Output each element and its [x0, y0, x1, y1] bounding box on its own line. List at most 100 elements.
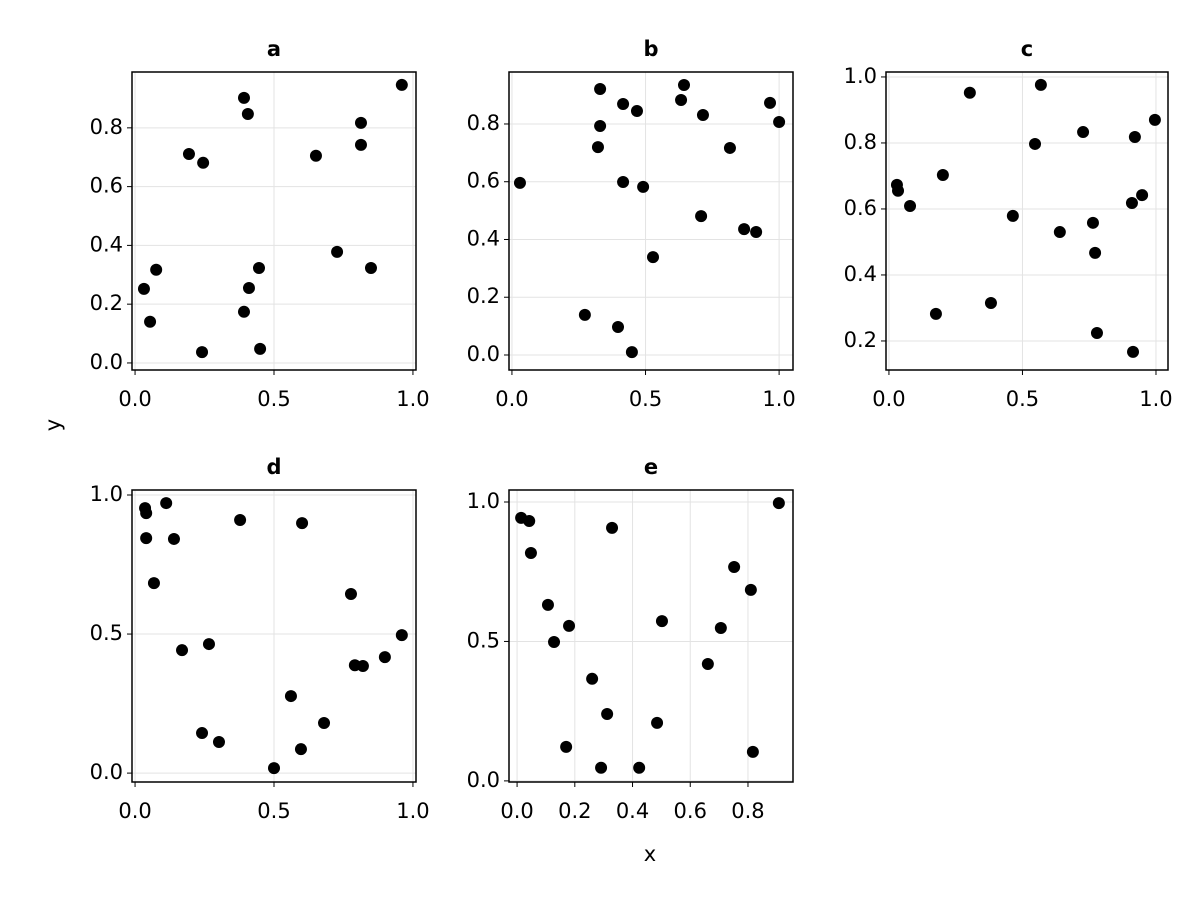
x-tick-label: 0.0 — [500, 799, 533, 823]
point — [318, 717, 331, 730]
point — [637, 180, 650, 193]
y-tick-label: 0.2 — [844, 328, 877, 352]
y-tick-label: 0.2 — [467, 284, 500, 308]
point — [294, 743, 307, 756]
point — [984, 297, 997, 310]
x-tick-label: 0.0 — [872, 387, 905, 411]
subplot-title: e — [644, 455, 658, 479]
point — [738, 223, 751, 236]
point — [268, 762, 280, 775]
point — [241, 108, 254, 121]
point — [594, 83, 607, 96]
point — [595, 761, 608, 774]
y-tick-label: 0.6 — [467, 169, 500, 193]
point — [1089, 246, 1102, 259]
point — [701, 658, 714, 671]
point — [182, 147, 195, 160]
point — [541, 598, 554, 611]
point — [630, 104, 643, 117]
point — [309, 149, 322, 162]
point — [1086, 216, 1099, 229]
y-tick-label: 0.2 — [90, 291, 123, 315]
point — [601, 707, 614, 720]
y-tick-label: 0.5 — [467, 628, 500, 652]
point — [1148, 113, 1161, 126]
point — [364, 262, 377, 275]
axes-frame — [885, 71, 1169, 371]
point — [196, 346, 209, 359]
point — [723, 141, 736, 154]
x-axis-label: x — [644, 842, 656, 866]
y-tick-label: 0.6 — [844, 196, 877, 220]
point — [772, 497, 785, 510]
point — [395, 629, 408, 642]
point — [675, 94, 688, 107]
point — [242, 282, 255, 295]
x-tick-label: 1.0 — [1139, 387, 1172, 411]
x-tick-label: 0.0 — [118, 387, 151, 411]
point — [1029, 137, 1042, 150]
point — [548, 635, 561, 648]
point — [254, 342, 267, 355]
point — [212, 735, 225, 748]
point — [773, 115, 786, 128]
point — [176, 644, 189, 657]
point — [560, 740, 573, 753]
point — [929, 307, 942, 320]
point — [1034, 78, 1047, 91]
point — [1053, 226, 1066, 239]
y-tick-label: 1.0 — [844, 64, 877, 88]
point — [139, 502, 152, 515]
point — [395, 78, 408, 91]
y-axis-label: y — [41, 419, 65, 431]
point — [617, 176, 630, 189]
x-tick-label: 1.0 — [762, 387, 795, 411]
axes-frame — [508, 71, 794, 371]
x-tick-label: 0.5 — [629, 387, 662, 411]
y-tick-label: 1.0 — [90, 482, 123, 506]
point — [356, 660, 369, 673]
axes-frame — [131, 489, 417, 783]
point — [591, 141, 604, 154]
point — [524, 547, 537, 560]
axes-frame — [508, 489, 794, 783]
y-tick-label: 0.4 — [844, 262, 877, 286]
x-tick-label: 0.8 — [731, 799, 764, 823]
point — [1136, 189, 1149, 202]
x-tick-label: 0.5 — [257, 387, 290, 411]
y-tick-label: 0.4 — [467, 226, 500, 250]
x-tick-label: 0.0 — [118, 799, 151, 823]
point — [1125, 197, 1138, 210]
point — [202, 638, 215, 651]
x-tick-label: 0.5 — [257, 799, 290, 823]
point — [647, 251, 660, 264]
y-tick-label: 0.5 — [90, 621, 123, 645]
point — [1128, 131, 1141, 144]
point — [728, 560, 741, 573]
point — [578, 308, 591, 321]
x-tick-label: 0.6 — [674, 799, 707, 823]
point — [197, 156, 210, 169]
point — [344, 588, 357, 601]
point — [1006, 209, 1019, 222]
point — [963, 86, 976, 99]
x-tick-label: 1.0 — [396, 799, 429, 823]
point — [150, 263, 163, 276]
point — [696, 109, 709, 122]
point — [140, 532, 153, 545]
point — [354, 138, 367, 151]
point — [354, 116, 367, 129]
subplot-title: b — [643, 37, 658, 61]
point — [612, 320, 625, 333]
point — [606, 521, 619, 534]
point — [714, 622, 727, 635]
y-tick-label: 0.4 — [90, 232, 123, 256]
y-tick-label: 0.0 — [467, 342, 500, 366]
y-tick-label: 0.0 — [467, 768, 500, 792]
x-tick-label: 0.5 — [1006, 387, 1039, 411]
y-tick-label: 0.8 — [90, 115, 123, 139]
y-tick-label: 0.0 — [90, 350, 123, 374]
y-tick-label: 0.8 — [467, 111, 500, 135]
x-tick-label: 1.0 — [396, 387, 429, 411]
